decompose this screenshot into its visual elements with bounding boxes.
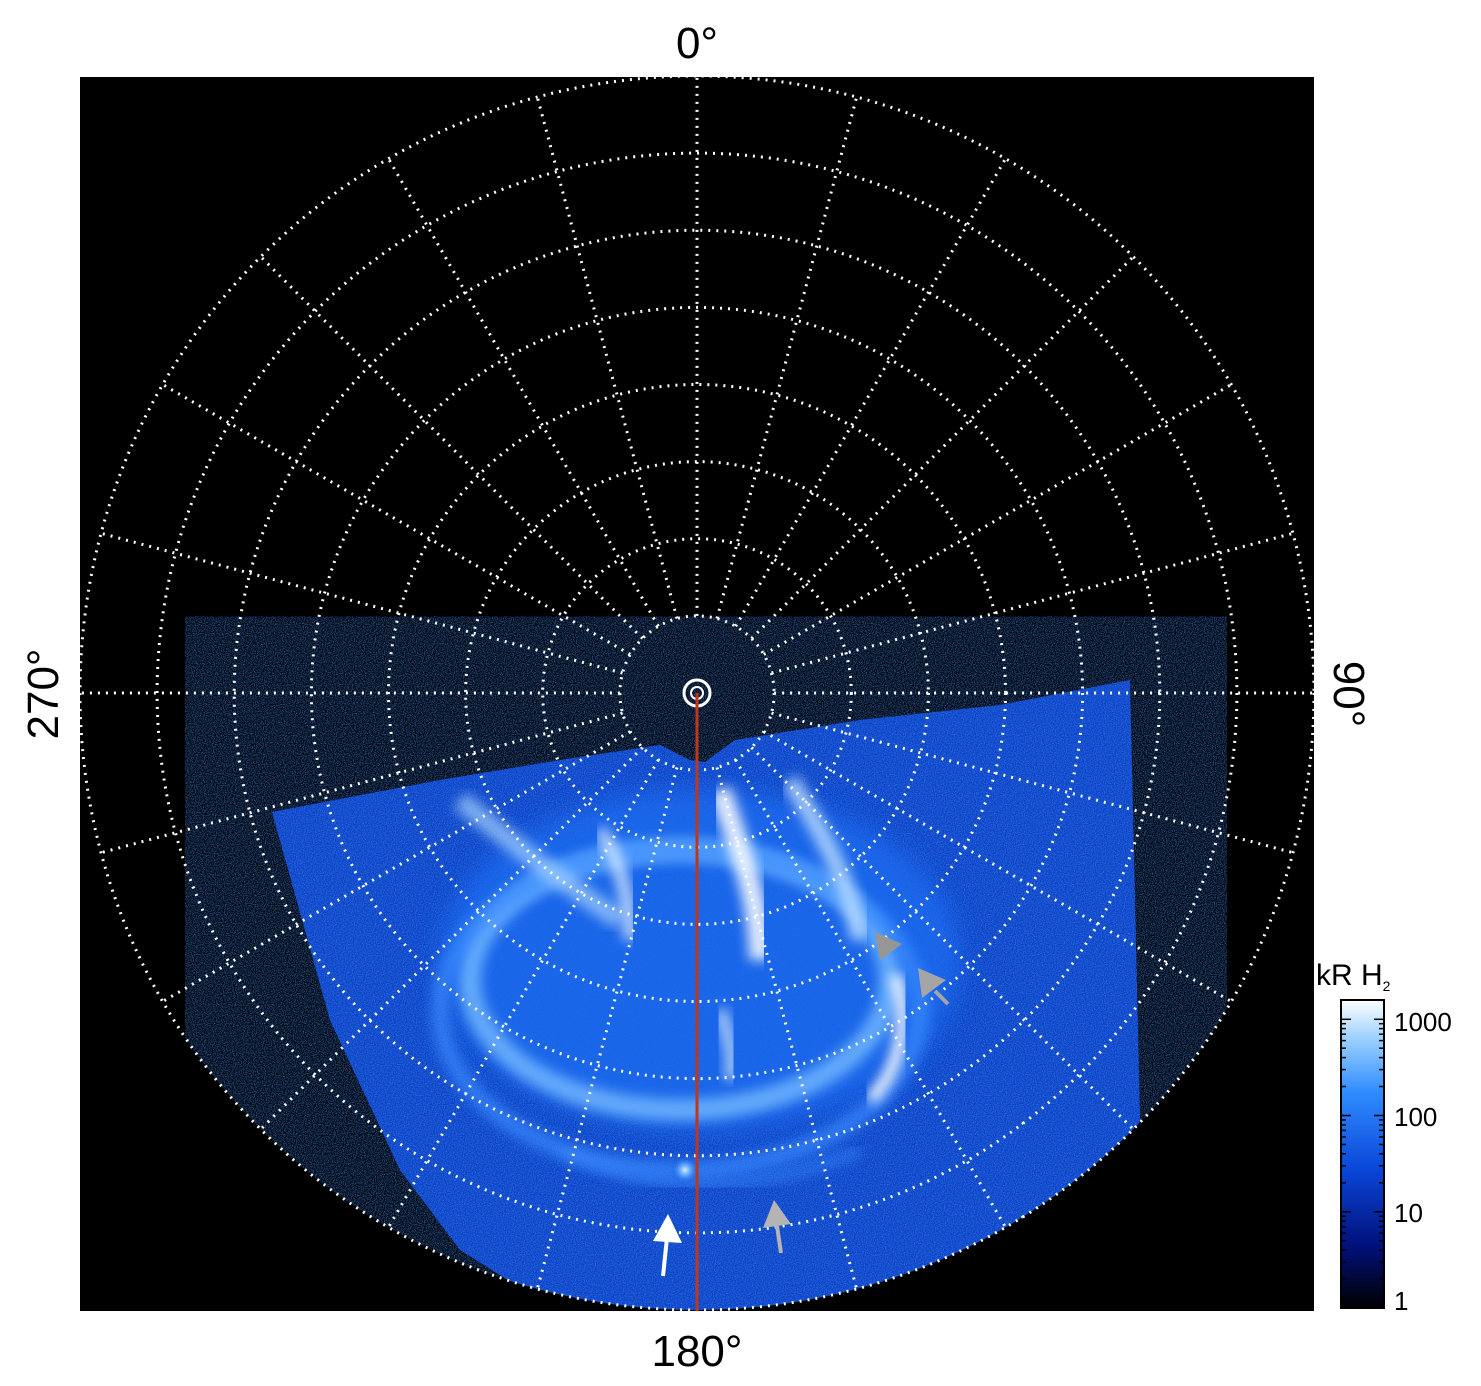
colorbar-title: kR H2 (1316, 959, 1391, 994)
bright-arc (865, 973, 908, 1105)
meridian-line (750, 746, 1135, 1131)
meridian-line (161, 730, 631, 1003)
meridian-line (734, 759, 1007, 1229)
meridian-line (259, 255, 644, 640)
auroral-emission-image (272, 680, 1140, 1310)
colorbar-tick-label: 10 (1394, 1198, 1423, 1228)
grey-arrow-lower (918, 968, 950, 1006)
meridian-line (715, 96, 859, 619)
meridian-line (734, 157, 1007, 627)
label-0-deg: 0° (676, 19, 718, 68)
latitude-ring (464, 460, 930, 926)
grey-arrow-bottom (763, 1200, 791, 1254)
meridian-line (161, 383, 631, 656)
label-270-deg: 270° (19, 648, 68, 739)
latitude-ring (387, 383, 1007, 1003)
colorbar-gradient (1340, 999, 1385, 1309)
latitude-ring (155, 151, 1239, 1235)
meridian-line (771, 531, 1294, 675)
colorbar: kR H2 1000 100 10 1 (1316, 959, 1452, 1316)
latitude-ring (309, 305, 1085, 1081)
meridian-line (771, 711, 1294, 855)
meridian-line (750, 255, 1135, 640)
meridian-line (763, 383, 1233, 656)
meridian-line (387, 157, 660, 627)
meridian-line (535, 96, 679, 619)
meridian-line (535, 767, 679, 1290)
latitude-ring (541, 537, 853, 849)
meridian-line (763, 730, 1233, 1003)
meridian-line (259, 746, 644, 1131)
meridian-line (100, 531, 623, 675)
meridian-line (387, 759, 660, 1229)
meridian-line (715, 767, 859, 1290)
label-90-deg: 90° (1324, 661, 1373, 728)
colorbar-tick-label: 1000 (1394, 1007, 1452, 1037)
grey-arrow-upper (875, 932, 902, 960)
colorbar-tick-label: 100 (1394, 1102, 1437, 1132)
colorbar-ticks (1341, 1018, 1384, 1309)
label-180-deg: 180° (651, 1327, 742, 1376)
colorbar-tick-label: 1 (1394, 1286, 1408, 1316)
meridian-line (100, 711, 623, 855)
white-arrow (653, 1214, 682, 1277)
